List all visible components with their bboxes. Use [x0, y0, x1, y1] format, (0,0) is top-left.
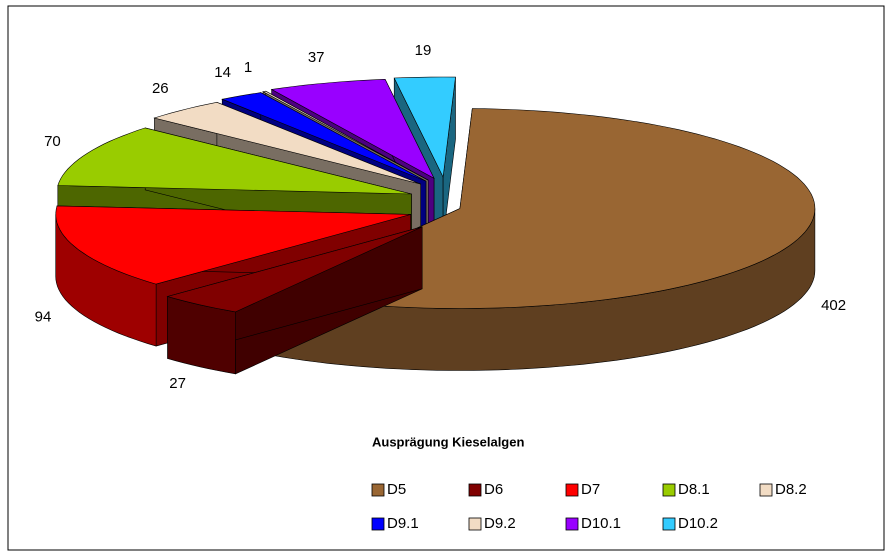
slice-top	[270, 78, 435, 180]
legend-label: D10.1	[581, 515, 621, 532]
legend-swatch	[565, 483, 579, 497]
legend-label: D8.1	[678, 481, 710, 498]
data-label: 402	[821, 297, 846, 314]
legend-label: D7	[581, 481, 600, 498]
legend-swatch	[662, 483, 676, 497]
slice-top	[221, 92, 427, 182]
legend-label: D9.2	[484, 515, 516, 532]
slice-top	[393, 76, 456, 179]
data-label: 37	[308, 49, 325, 66]
slice-top	[262, 90, 429, 181]
data-label: 1	[244, 59, 252, 76]
data-label: 70	[44, 133, 61, 150]
legend-label: D10.2	[678, 515, 718, 532]
data-label: 14	[214, 64, 231, 81]
legend-swatch	[371, 517, 385, 531]
slice-top	[153, 101, 421, 185]
data-label: 26	[152, 80, 169, 97]
data-label: 19	[415, 42, 432, 59]
slice-top	[55, 205, 411, 285]
legend-label: D6	[484, 481, 503, 498]
legend-label: D5	[387, 481, 406, 498]
legend-label: D9.1	[387, 515, 419, 532]
legend-swatch	[662, 517, 676, 531]
legend-label: D8.2	[775, 481, 807, 498]
legend-title: Ausprägung Kieselalgen	[372, 434, 524, 449]
legend-swatch	[468, 517, 482, 531]
legend-swatch	[759, 483, 773, 497]
slice-top	[57, 127, 412, 195]
data-label: 94	[35, 308, 52, 325]
slice-top	[166, 226, 423, 313]
data-label: 27	[169, 375, 186, 392]
legend-swatch	[371, 483, 385, 497]
legend-swatch	[565, 517, 579, 531]
legend-swatch	[468, 483, 482, 497]
slice	[166, 226, 423, 375]
